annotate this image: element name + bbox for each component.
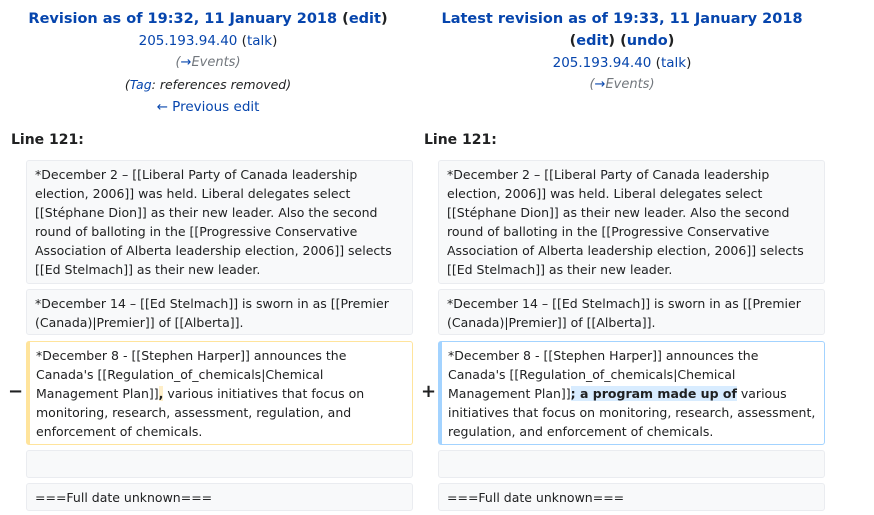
left-empty-context-block <box>26 450 413 478</box>
left-talk-link[interactable]: talk <box>246 33 273 49</box>
left-tag-line: (Tag: references removed) <box>124 77 292 92</box>
minus-marker: − <box>8 381 24 402</box>
right-talk-link[interactable]: talk <box>660 55 687 71</box>
left-line-number: Line 121: <box>11 132 84 148</box>
deleted-text-after: various initiatives that focus on monito… <box>36 386 365 439</box>
right-line-number: Line 121: <box>424 132 497 148</box>
left-edit-summary: (→Events) <box>175 55 241 70</box>
added-highlight: ; a program made up of <box>570 386 737 401</box>
left-context-block-1: *December 2 – [[Liberal Party of Canada … <box>26 160 413 284</box>
right-context-block-1: *December 2 – [[Liberal Party of Canada … <box>438 160 825 284</box>
right-revision-link[interactable]: Latest revision as of 19:33, 11 January … <box>441 11 803 27</box>
tag-link[interactable]: Tag <box>129 77 152 92</box>
left-revision-header: Revision as of 19:32, 11 January 2018 (e… <box>0 8 416 118</box>
added-text-after: various initiatives that focus on monito… <box>448 386 816 439</box>
deleted-text-before: *December 8 - [[Stephen Harper]] announc… <box>36 348 347 401</box>
plus-marker: + <box>421 381 437 402</box>
deleted-line: *December 8 - [[Stephen Harper]] announc… <box>26 341 413 445</box>
right-summary-arrow-link[interactable]: → <box>594 77 606 92</box>
left-paren-open: ( <box>337 11 349 27</box>
added-text-before: *December 8 - [[Stephen Harper]] announc… <box>448 348 759 401</box>
left-paren-close: ) <box>380 11 388 27</box>
right-summary-section: Events <box>605 77 650 92</box>
deleted-highlight: , <box>158 386 164 401</box>
right-edit-link[interactable]: edit <box>576 33 609 49</box>
added-line: *December 8 - [[Stephen Harper]] announc… <box>438 341 825 445</box>
right-revision-header: Latest revision as of 19:33, 11 January … <box>416 8 828 96</box>
previous-edit-link[interactable]: ← Previous edit <box>156 99 260 115</box>
right-empty-context-block <box>438 450 825 478</box>
right-user-link[interactable]: 205.193.94.40 <box>552 55 652 71</box>
left-summary-section: Events <box>191 55 236 70</box>
tag-text: : references removed <box>151 77 287 92</box>
left-user-link[interactable]: 205.193.94.40 <box>138 33 238 49</box>
left-context-block-4: ===Full date unknown=== <box>26 483 413 511</box>
right-context-block-4: ===Full date unknown=== <box>438 483 825 511</box>
left-context-block-2: *December 14 – [[Ed Stelmach]] is sworn … <box>26 289 413 335</box>
right-context-block-2: *December 14 – [[Ed Stelmach]] is sworn … <box>438 289 825 335</box>
right-edit-summary: (→Events) <box>589 77 655 92</box>
left-summary-arrow-link[interactable]: → <box>180 55 192 70</box>
left-edit-link[interactable]: edit <box>348 11 381 27</box>
undo-link[interactable]: undo <box>626 33 668 49</box>
left-revision-link[interactable]: Revision as of 19:32, 11 January 2018 <box>28 11 338 27</box>
